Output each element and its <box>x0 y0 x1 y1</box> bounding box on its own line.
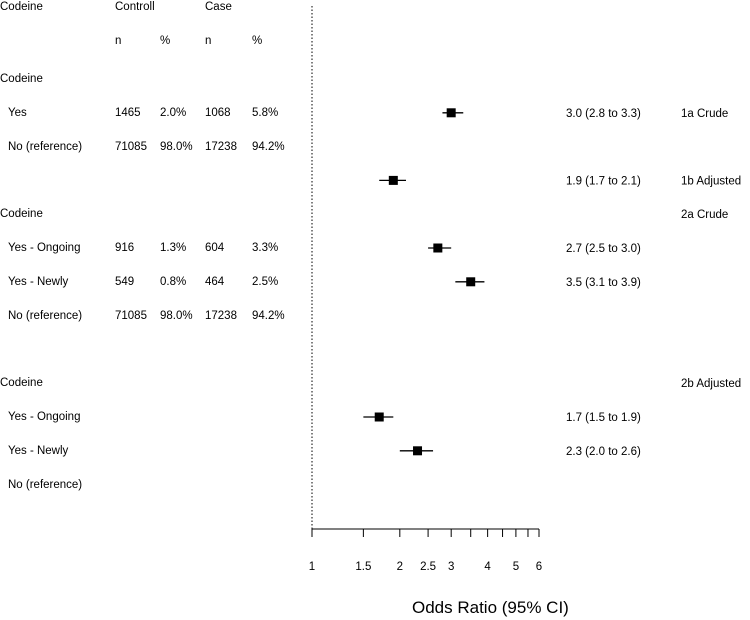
header-n-control: n <box>115 35 122 47</box>
x-tick-label: 1 <box>309 561 315 573</box>
row-label: No (reference) <box>8 140 83 153</box>
row-label: Yes - Newly <box>8 444 69 457</box>
case-n: 604 <box>205 242 225 254</box>
case-n: 17238 <box>205 309 237 322</box>
group-header: Codeine <box>0 208 43 221</box>
point-estimate <box>466 277 476 287</box>
case-pct: 3.3% <box>252 242 279 254</box>
model-label: 2b Adjusted <box>681 378 741 390</box>
x-tick-label: 5 <box>513 561 519 573</box>
point-estimate <box>413 446 423 456</box>
header-case: Case <box>205 1 232 13</box>
row-label: No (reference) <box>8 478 83 491</box>
estimate-label: 1.9 (1.7 to 2.1) <box>566 175 641 187</box>
control-pct: 98.0% <box>160 309 193 322</box>
case-pct: 94.2% <box>252 309 285 322</box>
model-label: 1a Crude <box>681 108 728 120</box>
row-label: No (reference) <box>8 309 83 322</box>
case-pct: 94.2% <box>252 140 285 153</box>
control-pct: 0.8% <box>160 275 187 288</box>
x-tick-label: 2 <box>397 561 403 573</box>
control-n: 916 <box>115 242 135 254</box>
control-n: 71085 <box>115 309 147 322</box>
estimate-label: 3.0 (2.8 to 3.3) <box>566 108 641 120</box>
point-estimate <box>388 175 398 185</box>
point-estimate <box>433 243 443 253</box>
header-variable: Codeine <box>0 1 43 13</box>
model-label: 2a Crude <box>681 209 728 221</box>
case-pct: 5.8% <box>252 106 279 119</box>
header-pct-control: % <box>160 35 171 47</box>
row-label: Yes <box>8 106 27 119</box>
case-n: 17238 <box>205 140 237 153</box>
case-n: 464 <box>205 275 225 288</box>
control-n: 549 <box>115 275 135 288</box>
group-header: Codeine <box>0 73 43 85</box>
header-control: Controll <box>115 1 155 13</box>
control-pct: 1.3% <box>160 242 187 254</box>
header-n-case: n <box>205 35 212 47</box>
control-pct: 2.0% <box>160 106 187 119</box>
case-n: 1068 <box>205 106 231 119</box>
point-estimate <box>374 412 384 422</box>
control-pct: 98.0% <box>160 140 193 153</box>
control-n: 1465 <box>115 106 141 119</box>
row-label: Yes - Ongoing <box>8 411 81 423</box>
estimate-label: 3.5 (3.1 to 3.9) <box>566 277 641 289</box>
group-header: Codeine <box>0 377 43 390</box>
row-label: Yes - Ongoing <box>8 242 81 254</box>
header-pct-case: % <box>252 35 263 47</box>
estimate-label: 1.7 (1.5 to 1.9) <box>566 412 641 424</box>
x-tick-label: 3 <box>448 561 454 573</box>
case-pct: 2.5% <box>252 275 279 288</box>
x-tick-label: 1.5 <box>355 561 371 573</box>
x-axis-title: Odds Ratio (95% CI) <box>412 598 569 617</box>
estimate-label: 2.7 (2.5 to 3.0) <box>566 243 641 255</box>
point-estimate <box>446 108 456 118</box>
x-tick-label: 2.5 <box>420 561 436 573</box>
estimate-label: 2.3 (2.0 to 2.6) <box>566 446 641 458</box>
x-tick-label: 6 <box>536 561 542 573</box>
row-label: Yes - Newly <box>8 275 69 288</box>
model-label: 1b Adjusted <box>681 175 741 187</box>
x-tick-label: 4 <box>484 561 491 573</box>
control-n: 71085 <box>115 140 147 153</box>
